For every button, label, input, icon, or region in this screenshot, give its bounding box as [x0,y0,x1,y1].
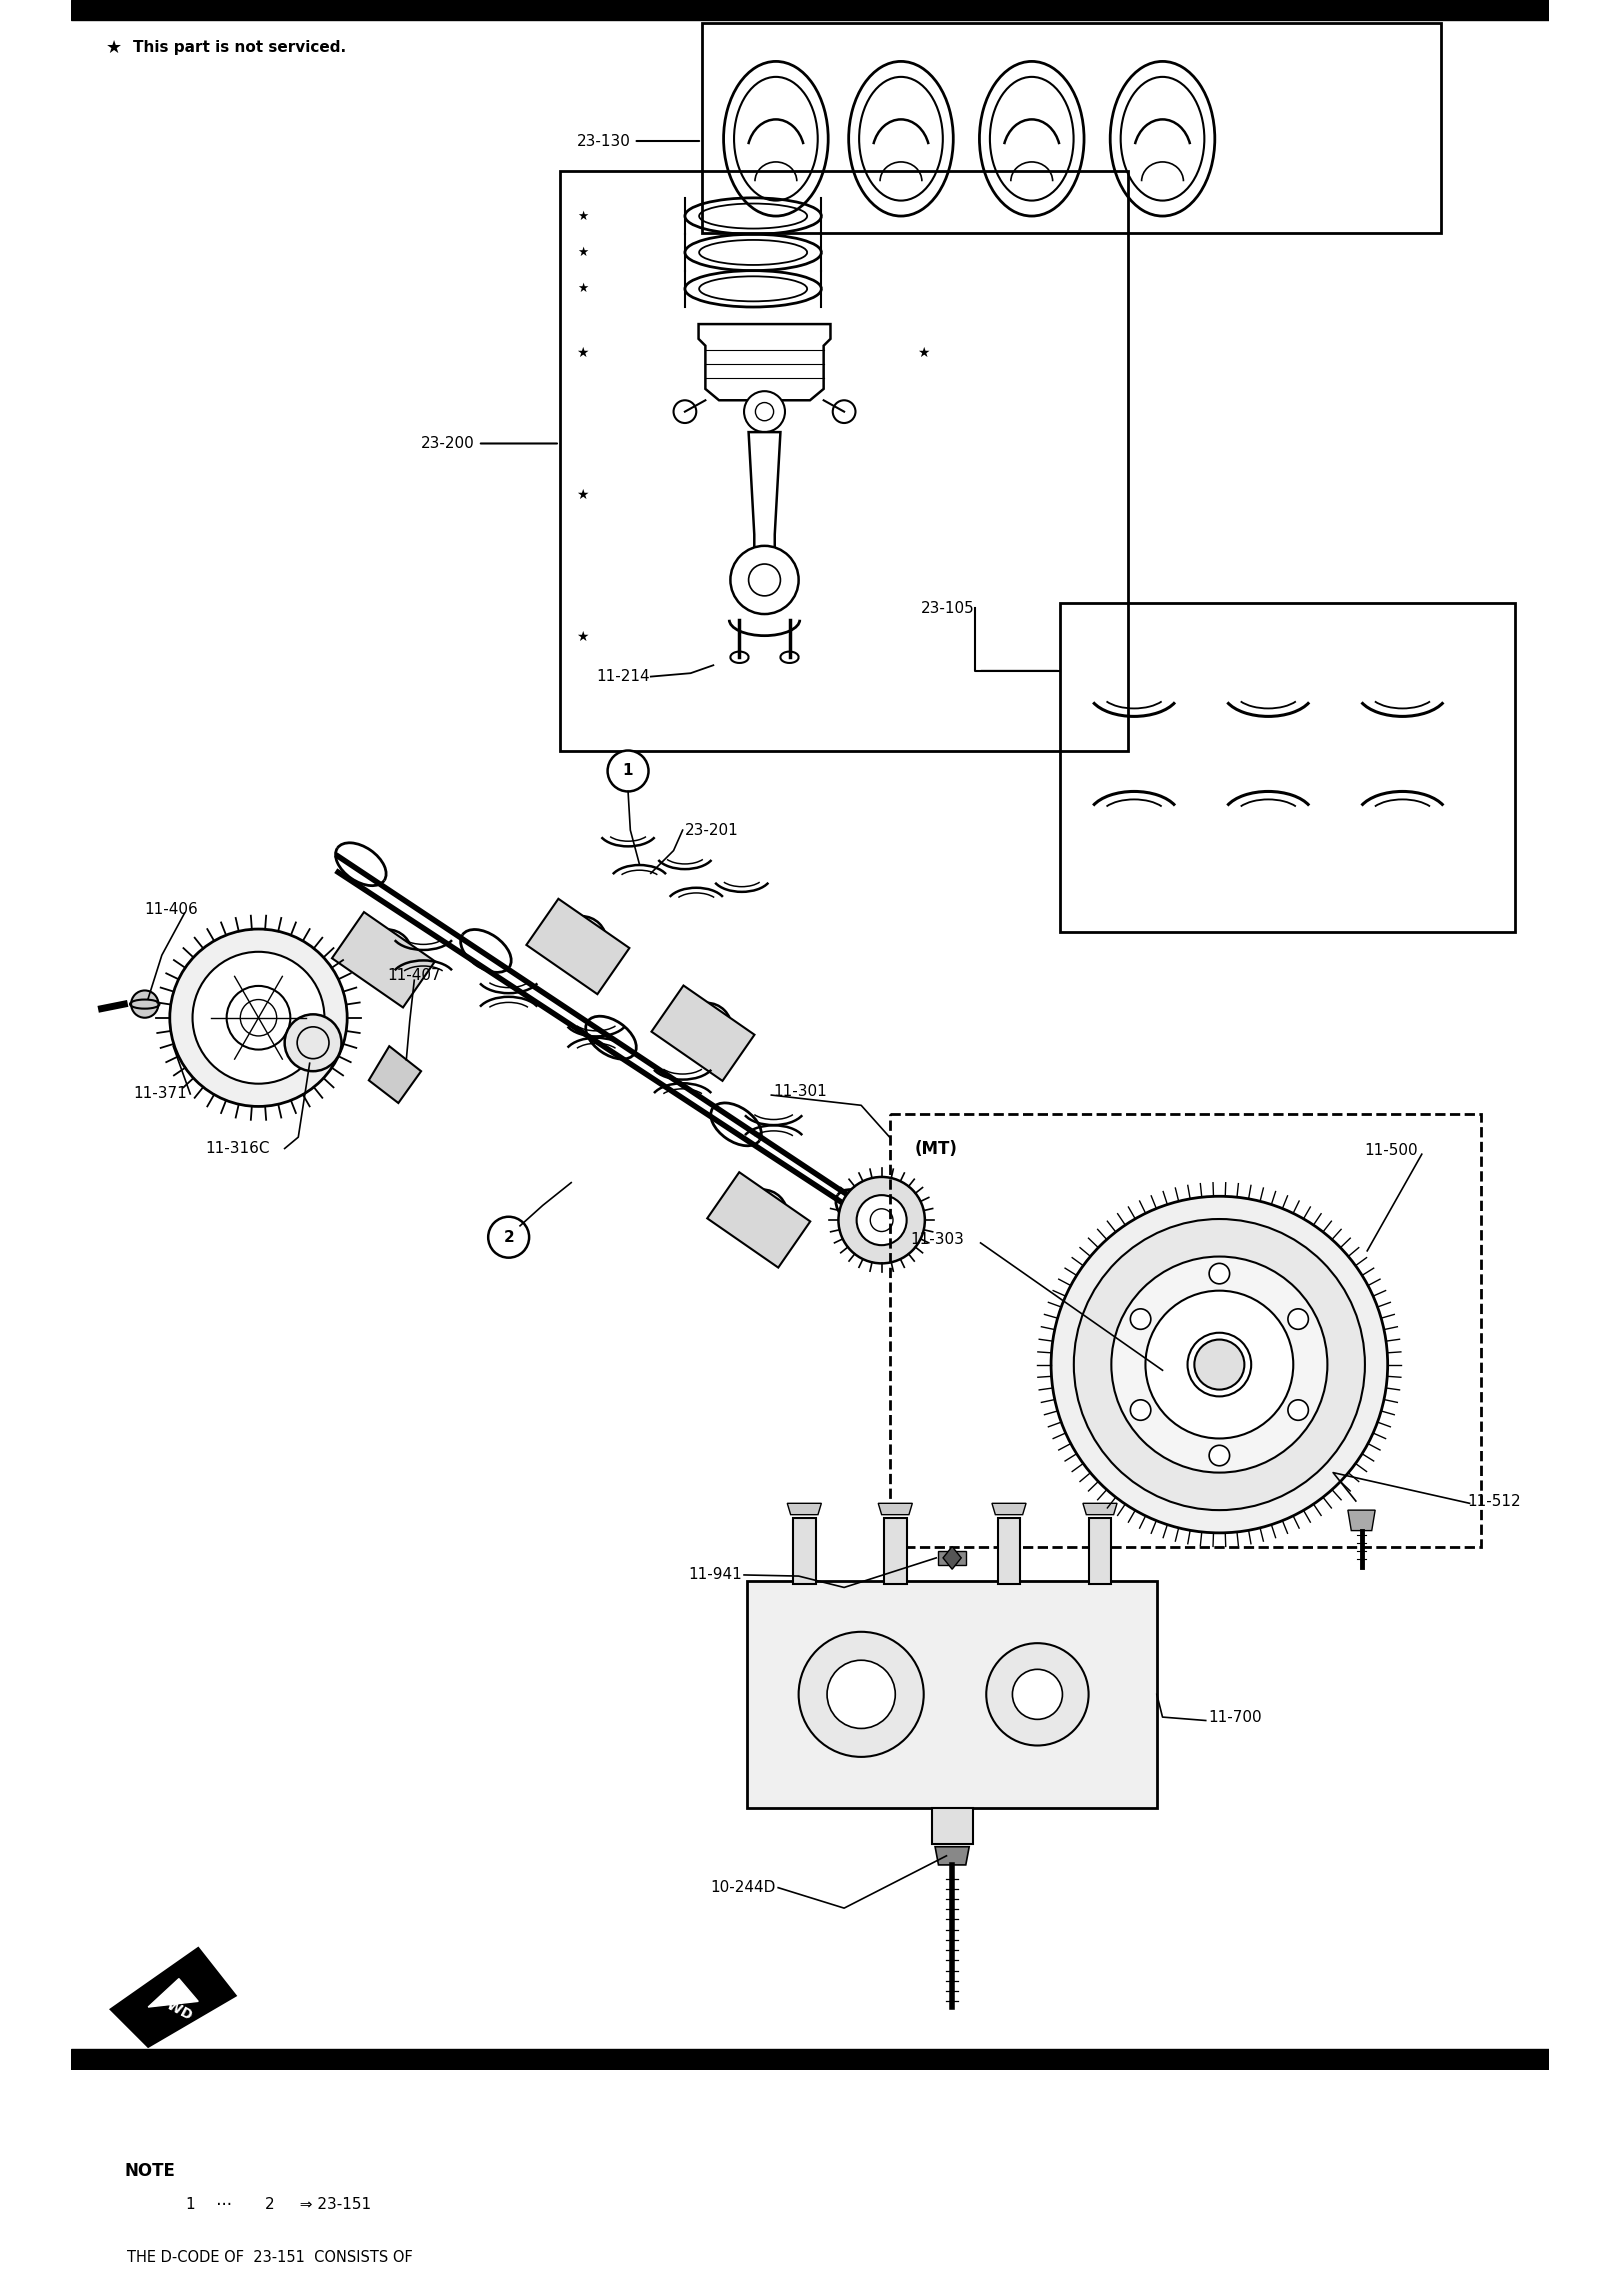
Text: ···: ··· [211,2196,232,2215]
Text: 1: 1 [185,2196,194,2212]
Bar [561,171,1129,751]
Bar [701,23,1442,232]
Polygon shape [787,1504,821,1514]
Text: 11-500: 11-500 [1364,1143,1419,1158]
Polygon shape [943,1545,961,1568]
Text: ★: ★ [917,346,930,360]
Text: 11-214: 11-214 [596,669,650,685]
Circle shape [1111,1256,1327,1473]
Circle shape [1288,1400,1309,1420]
Circle shape [193,951,324,1083]
Polygon shape [147,1978,198,2007]
Circle shape [131,990,159,1017]
Circle shape [285,1015,342,1072]
Bar [889,1115,1481,1545]
Text: 23-201: 23-201 [685,822,739,838]
Text: 11-303: 11-303 [910,1231,964,1247]
Text: (MT): (MT) [915,1140,957,1158]
Circle shape [857,1195,907,1245]
Bar [931,1807,972,1844]
Polygon shape [110,1948,237,2046]
Polygon shape [938,1550,966,1564]
Text: 23-130: 23-130 [577,134,630,148]
Circle shape [1074,1220,1366,1511]
Circle shape [731,546,799,615]
Text: 23-105: 23-105 [922,601,975,617]
Circle shape [737,1190,787,1240]
Bar [747,1580,1157,1807]
Polygon shape [1348,1511,1375,1529]
Polygon shape [369,1047,421,1104]
Polygon shape [698,323,831,401]
Circle shape [1131,1400,1150,1420]
Circle shape [1194,1341,1244,1391]
Circle shape [1051,1197,1388,1532]
Text: 2: 2 [266,2196,275,2212]
Text: NOTE: NOTE [125,2162,175,2180]
Bar [1089,1518,1111,1584]
Circle shape [674,401,697,423]
Text: 11-301: 11-301 [774,1083,828,1099]
Circle shape [1131,1309,1150,1329]
Circle shape [557,917,606,967]
Text: ★: ★ [577,282,588,296]
Text: 11-700: 11-700 [1209,1709,1262,1725]
Circle shape [608,751,648,792]
Bar [792,1518,816,1584]
Text: This part is not serviced.: This part is not serviced. [133,41,347,55]
Circle shape [488,1218,530,1259]
Text: ★: ★ [577,487,588,501]
Text: 1: 1 [622,762,633,778]
Polygon shape [708,1172,810,1268]
Bar [71,2048,1549,2069]
Bar [71,0,1549,20]
Text: 2: 2 [504,1229,514,1245]
Text: 11-407: 11-407 [387,967,441,983]
Text: ★: ★ [577,209,588,223]
Circle shape [1209,1445,1230,1466]
Circle shape [744,391,786,432]
Circle shape [839,1177,925,1263]
Text: 23-200: 23-200 [421,437,475,451]
Polygon shape [991,1504,1025,1514]
Circle shape [363,929,411,979]
Text: 10-244D: 10-244D [711,1880,776,1896]
Polygon shape [1082,1504,1118,1514]
Circle shape [1012,1668,1063,1718]
Circle shape [170,929,347,1106]
Text: 11-512: 11-512 [1468,1493,1521,1509]
Circle shape [828,1659,896,1727]
Circle shape [1145,1290,1293,1438]
Polygon shape [526,899,630,995]
Text: 11-941: 11-941 [688,1568,742,1582]
Text: 11-316C: 11-316C [206,1140,269,1156]
Bar [110,2155,645,2276]
Text: ★: ★ [105,39,121,57]
Circle shape [1209,1263,1230,1284]
Polygon shape [651,986,755,1081]
Text: ★: ★ [577,346,588,360]
Text: ★: ★ [577,246,588,259]
Bar [998,1518,1021,1584]
Circle shape [833,401,855,423]
Circle shape [987,1643,1089,1746]
Text: THE D-CODE OF  23-151  CONSISTS OF: THE D-CODE OF 23-151 CONSISTS OF [126,2249,413,2265]
Text: ⇒ 23-151: ⇒ 23-151 [290,2196,371,2212]
Bar [1059,603,1515,933]
Text: ★: ★ [577,630,588,644]
Circle shape [682,1004,732,1054]
Polygon shape [332,913,436,1008]
Polygon shape [935,1846,969,1864]
Text: FWD: FWD [156,1994,194,2023]
Circle shape [799,1632,923,1757]
Circle shape [1288,1309,1309,1329]
Polygon shape [748,432,781,558]
Text: 11-406: 11-406 [144,901,199,917]
Bar [885,1518,907,1584]
Text: 11-371: 11-371 [133,1086,188,1102]
Polygon shape [878,1504,912,1514]
